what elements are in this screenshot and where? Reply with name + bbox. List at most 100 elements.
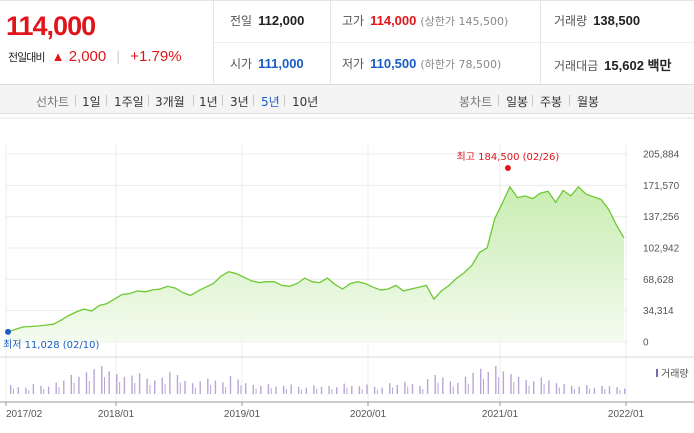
volume-bar (123, 376, 126, 394)
x-axis-label: 2017/02 (6, 409, 43, 420)
amount-label: 거래대금 (554, 59, 599, 73)
toolbar-divider (222, 95, 223, 106)
candle-chart-label: 봉차트 (459, 95, 493, 109)
volume-bar (366, 384, 368, 394)
volume-bar (381, 387, 383, 394)
period-1y[interactable]: 1년 (199, 95, 218, 109)
volume-bar (464, 376, 467, 394)
volume-bar (40, 385, 42, 394)
volume-bar (47, 386, 50, 394)
volume-bar (343, 383, 345, 394)
price-chart: 205,884 171,570 137,256 102,942 68,628 34,314… (0, 117, 694, 420)
volume-bar (154, 380, 156, 394)
low-marker (5, 328, 11, 335)
volume-bar (222, 382, 224, 394)
period-1d[interactable]: 1일 (82, 95, 101, 109)
volume-bar (70, 375, 72, 394)
volume-bar (275, 386, 277, 394)
quote-panel: 114,000 전일대비 ▲ 2,000 | +1.79% (0, 0, 214, 84)
volume-bar (119, 382, 121, 394)
high-value: 114,000 (370, 13, 417, 28)
period-3y[interactable]: 3년 (230, 95, 249, 109)
volume-bar (138, 373, 141, 394)
candle-monthly[interactable]: 월봉 (577, 95, 600, 109)
volume-bar (457, 382, 459, 394)
volume-legend-label: 거래량 (661, 368, 689, 380)
volume-bar (619, 389, 621, 394)
volume-bar (407, 386, 409, 394)
volume-bar (396, 385, 398, 394)
volume-bar (422, 389, 424, 394)
volume-bar (43, 389, 45, 394)
volume-bar (616, 387, 618, 394)
high-marker (504, 165, 511, 171)
volume-bar (28, 390, 30, 394)
volume-bar (351, 385, 353, 394)
price-axis-label: 34,314 (643, 306, 674, 317)
volume-bar (540, 377, 542, 394)
candle-weekly[interactable]: 주봉 (540, 95, 563, 109)
prev-close-label: 전일 (230, 14, 253, 28)
volume-bar (467, 383, 469, 394)
volume-bar (10, 385, 12, 394)
low-stat: 저가 110,500 (하한가 78,500) (342, 55, 501, 72)
volume-bar (320, 386, 323, 394)
period-5y[interactable]: 5년 (261, 95, 280, 109)
candle-daily[interactable]: 일봉 (506, 95, 529, 109)
high-label: 고가 (342, 14, 365, 28)
volume-bar (13, 388, 14, 394)
volume-legend-swatch (656, 369, 658, 377)
volume-bar (328, 385, 330, 394)
volume-bar (78, 376, 80, 394)
volume-bar (199, 381, 201, 394)
volume-bar (301, 389, 302, 394)
prev-close-value: 112,000 (258, 13, 305, 28)
volume-bar (25, 387, 27, 394)
up-triangle-icon: ▲ (51, 49, 65, 64)
volume-bar (543, 384, 545, 394)
volume-bar (573, 389, 575, 394)
x-axis-label: 2018/01 (98, 409, 135, 420)
prev-close-stat: 전일 112,000 (230, 12, 304, 29)
high-annotation: 최고 184,500 (02/26) (457, 151, 560, 163)
volume-bar (437, 382, 439, 394)
volume-bar (392, 387, 393, 394)
period-3m[interactable]: 3개월 (155, 95, 185, 109)
volume-value: 138,500 (593, 13, 641, 28)
volume-bar (149, 384, 151, 394)
change-percent: +1.79% (130, 48, 182, 65)
volume-bar (426, 379, 429, 394)
low-annotation: 최저 11,028 (02/10) (3, 339, 99, 351)
volume-bar (305, 387, 307, 394)
volume-bar (346, 387, 348, 394)
period-10y[interactable]: 10년 (292, 95, 319, 109)
volume-bar (104, 377, 105, 394)
volume-bar (282, 385, 285, 394)
current-price: 114,000 (6, 11, 96, 41)
volume-bar (548, 380, 550, 394)
volume-bar (517, 376, 520, 394)
volume-bar (624, 388, 626, 394)
volume-bar (361, 389, 363, 394)
x-axis-label: 2022/01 (608, 409, 645, 420)
volume-bar (570, 385, 573, 394)
price-stats: 전일 112,000 시가 111,000 고가 114,000 (상한가 145,50… (214, 0, 694, 85)
volume-bar (498, 377, 500, 394)
period-1w[interactable]: 1주일 (114, 95, 144, 109)
x-axis-label: 2020/01 (350, 409, 387, 420)
volume-bar (255, 388, 257, 394)
price-axis-label: 205,884 (643, 150, 680, 161)
volume-bar (313, 385, 315, 394)
volume-bar (267, 384, 270, 394)
volume-bar (487, 371, 489, 394)
volume-bar (558, 387, 560, 394)
volume-bar (146, 378, 148, 394)
volume-bar (17, 387, 19, 394)
change-separator: | (116, 48, 121, 64)
volume-bar (389, 383, 391, 394)
row-divider (214, 42, 694, 43)
price-axis-label: 137,256 (643, 212, 680, 223)
change-amount: 2,000 (68, 48, 107, 65)
volume-bar (210, 384, 212, 394)
chart-toolbar: 선차트 1일 1주일 3개월 1년 3년 5년 10년 봉차트 일봉 주봉 월봉 (0, 84, 694, 114)
